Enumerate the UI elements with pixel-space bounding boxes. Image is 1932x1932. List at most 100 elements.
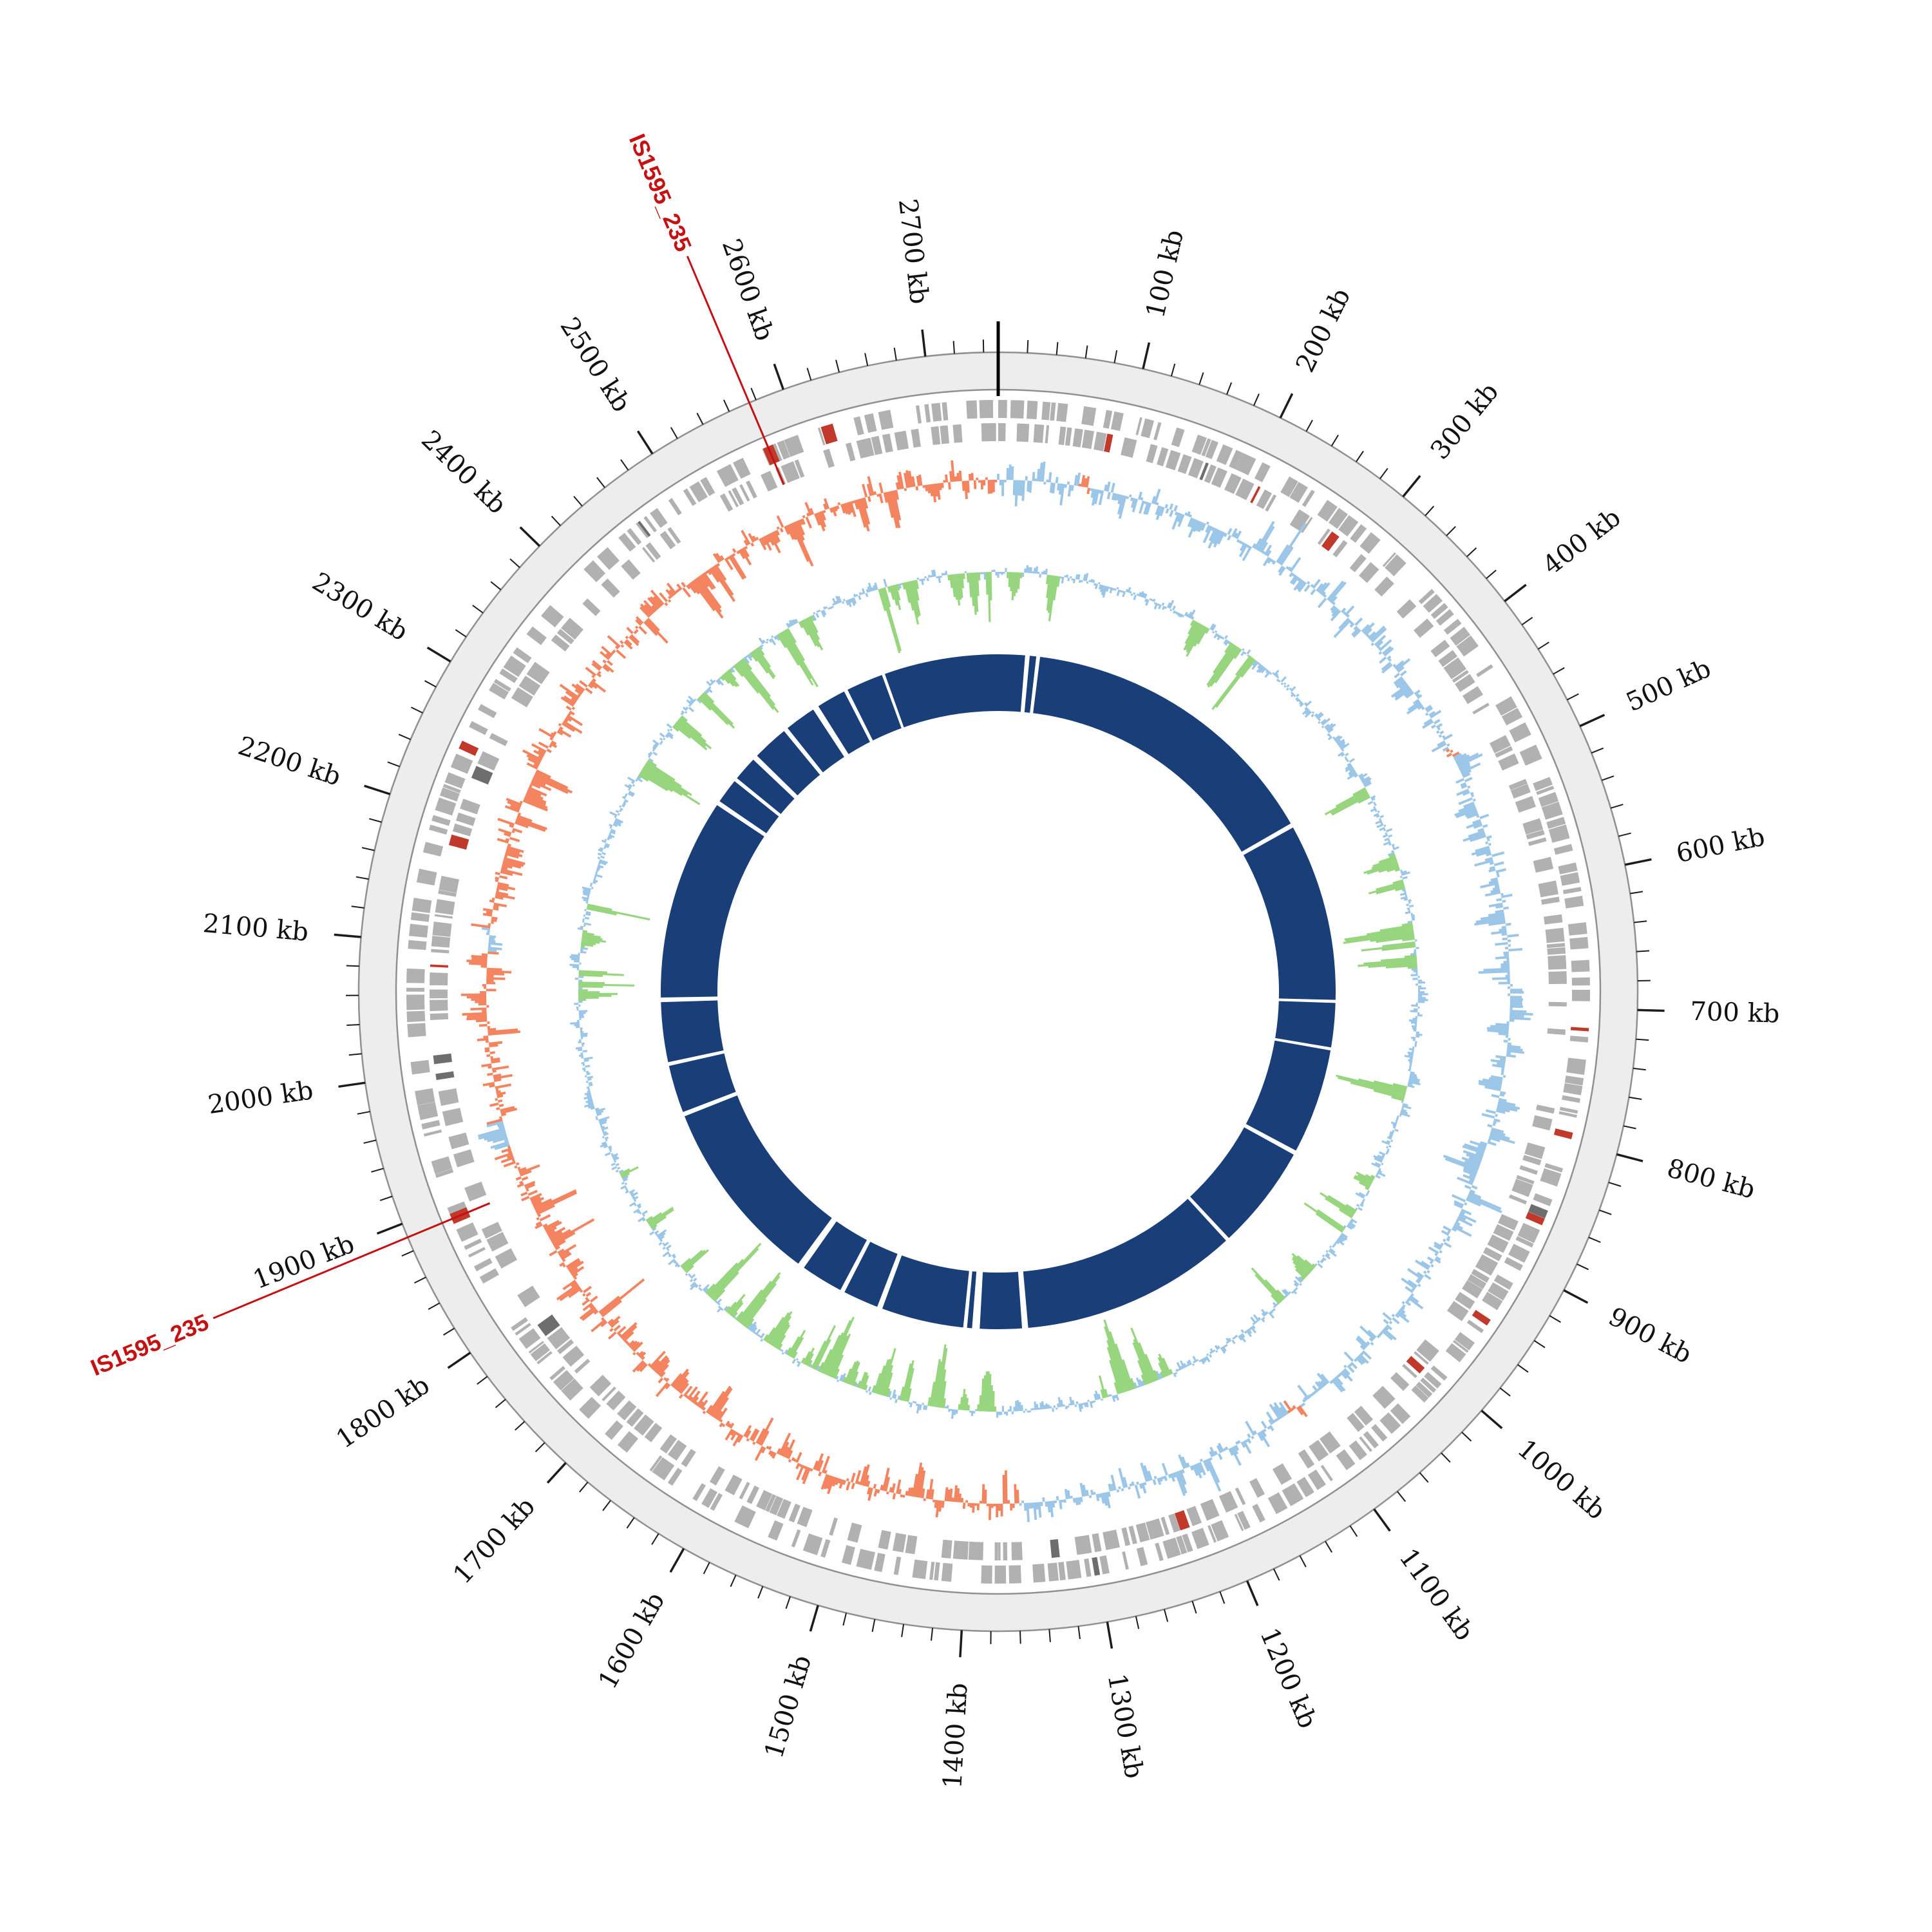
minor-tick bbox=[401, 1250, 414, 1257]
tick-label: 2200 kb bbox=[234, 731, 345, 792]
alignment-gap bbox=[715, 800, 768, 838]
tick-label: 100 kb bbox=[1141, 227, 1189, 321]
tick-label: 1800 kb bbox=[331, 1370, 435, 1455]
minor-tick bbox=[410, 706, 423, 714]
minor-tick bbox=[490, 581, 502, 591]
minor-tick bbox=[1170, 363, 1176, 377]
annotation-label: IS1595_235 bbox=[87, 1309, 213, 1381]
minor-tick bbox=[1419, 1472, 1429, 1483]
major-tick bbox=[1563, 1289, 1589, 1304]
minor-tick bbox=[670, 427, 678, 439]
major-tick bbox=[921, 329, 927, 357]
alignment-gap bbox=[666, 1050, 726, 1066]
minor-tick bbox=[1349, 1525, 1358, 1537]
minor-tick bbox=[1056, 342, 1059, 355]
minor-tick bbox=[1048, 1629, 1051, 1642]
minor-tick bbox=[1019, 1631, 1021, 1644]
minor-tick bbox=[1630, 891, 1643, 895]
major-tick bbox=[1624, 858, 1652, 866]
tick-label: 400 kb bbox=[1537, 503, 1626, 581]
major-tick bbox=[447, 1352, 471, 1369]
minor-tick bbox=[1441, 1452, 1451, 1463]
minor-tick bbox=[1461, 1432, 1472, 1442]
major-tick bbox=[1106, 1622, 1113, 1649]
major-tick bbox=[338, 1081, 366, 1088]
tick-label: 300 kb bbox=[1425, 377, 1505, 466]
minor-tick bbox=[1567, 693, 1579, 701]
minor-tick bbox=[696, 412, 704, 425]
minor-tick bbox=[651, 1533, 659, 1545]
minor-tick bbox=[348, 1053, 362, 1056]
tick-label: 1500 kb bbox=[759, 1652, 817, 1762]
minor-tick bbox=[1636, 1038, 1649, 1041]
tick-label: 500 kb bbox=[1622, 654, 1715, 718]
minor-tick bbox=[1608, 1182, 1622, 1187]
minor-tick bbox=[1618, 832, 1631, 837]
minor-tick bbox=[1499, 1387, 1511, 1397]
major-tick bbox=[809, 1605, 819, 1632]
major-tick bbox=[1579, 714, 1605, 728]
minor-tick bbox=[346, 965, 359, 967]
minor-tick bbox=[535, 1442, 545, 1452]
major-tick bbox=[636, 430, 654, 455]
gene-track-outer bbox=[406, 399, 1590, 1584]
minor-tick bbox=[1084, 345, 1088, 359]
tick-label: 700 kb bbox=[1690, 997, 1780, 1029]
tick-label: 2300 kb bbox=[307, 567, 413, 647]
tick-label: 2500 kb bbox=[554, 312, 637, 417]
gc-skew-track bbox=[460, 460, 1533, 1522]
minor-tick bbox=[842, 1613, 848, 1626]
minor-tick bbox=[369, 818, 382, 823]
tick-label: 1700 kb bbox=[448, 1492, 541, 1589]
alignment-gap bbox=[681, 1091, 739, 1117]
tick-label: 1400 kb bbox=[938, 1682, 973, 1790]
major-tick bbox=[669, 1548, 685, 1573]
minor-tick bbox=[387, 761, 400, 768]
minor-tick bbox=[515, 1421, 526, 1431]
minor-tick bbox=[379, 1195, 393, 1201]
minor-tick bbox=[1273, 1568, 1280, 1581]
tick-label: 600 kb bbox=[1674, 822, 1767, 869]
minor-tick bbox=[414, 1276, 426, 1284]
backbone-ring bbox=[357, 351, 1639, 1633]
minor-tick bbox=[1588, 1236, 1601, 1243]
minor-tick bbox=[1331, 434, 1339, 447]
minor-tick bbox=[1113, 350, 1118, 363]
minor-tick bbox=[1355, 450, 1364, 462]
annotation-leader-line bbox=[213, 1202, 491, 1320]
alignment-gap bbox=[797, 1216, 838, 1269]
minor-tick bbox=[1517, 1364, 1529, 1373]
major-tick bbox=[959, 1630, 963, 1658]
tick-label: 2000 kb bbox=[206, 1075, 315, 1120]
minor-tick bbox=[428, 1302, 440, 1310]
alignment-ring bbox=[659, 653, 1338, 1331]
alignment-gap bbox=[963, 1269, 973, 1330]
minor-tick bbox=[1577, 1263, 1589, 1271]
major-tick bbox=[1373, 1508, 1391, 1532]
alignment-gap bbox=[1186, 1195, 1231, 1242]
tick-label: 1200 kb bbox=[1254, 1624, 1322, 1732]
minor-tick bbox=[398, 734, 411, 741]
tick-label: 1100 kb bbox=[1393, 1543, 1479, 1646]
minor-tick bbox=[1135, 1616, 1140, 1629]
minor-tick bbox=[1027, 340, 1029, 354]
tick-label: 200 kb bbox=[1291, 283, 1357, 377]
minor-tick bbox=[626, 1517, 635, 1529]
minor-tick bbox=[361, 847, 375, 851]
minor-tick bbox=[1305, 419, 1313, 432]
minor-tick bbox=[871, 1619, 876, 1633]
minor-tick bbox=[477, 1376, 488, 1385]
tick-label: 800 kb bbox=[1664, 1153, 1758, 1205]
major-tick bbox=[1504, 583, 1527, 603]
major-tick bbox=[426, 647, 451, 663]
tick-label: 2400 kb bbox=[415, 425, 512, 520]
minor-tick bbox=[472, 605, 484, 614]
alignment-gap bbox=[1020, 653, 1030, 714]
minor-tick bbox=[620, 459, 629, 471]
minor-tick bbox=[1253, 393, 1260, 406]
major-tick bbox=[1481, 1409, 1503, 1430]
major-tick bbox=[1616, 1153, 1643, 1162]
minor-tick bbox=[1549, 1315, 1561, 1323]
